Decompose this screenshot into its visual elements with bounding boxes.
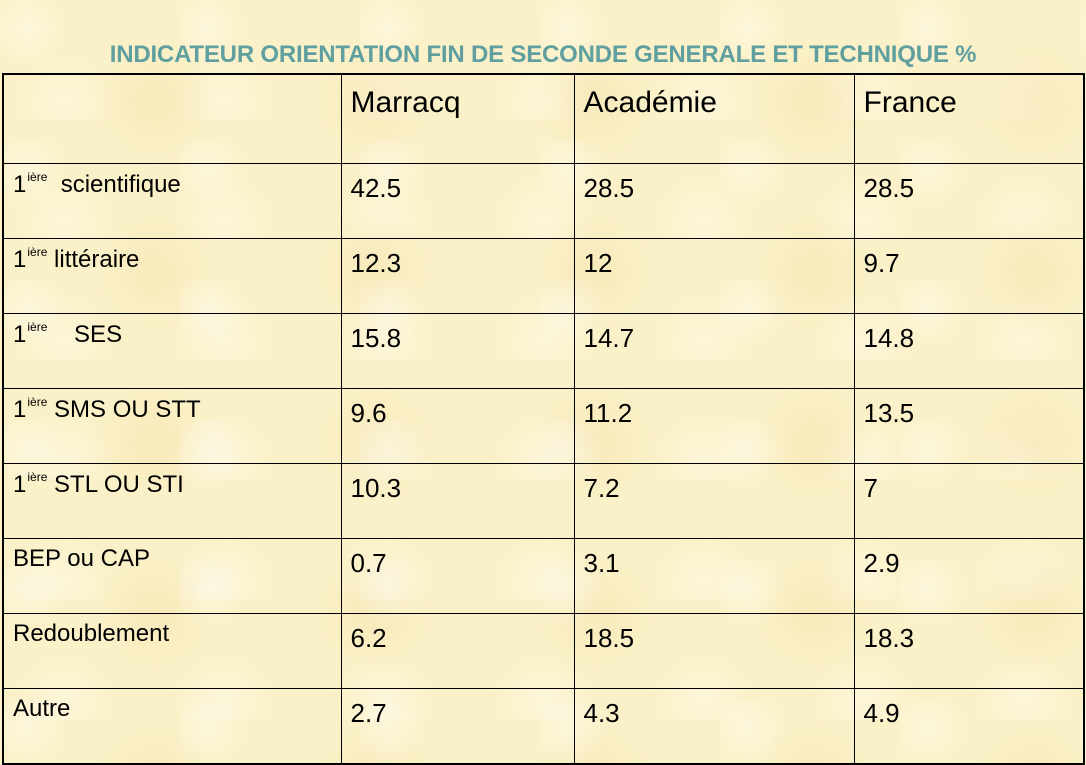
cell-france: 28.5	[853, 163, 1085, 239]
table-row: 1ière scientifique 42.5 28.5 28.5	[2, 163, 1085, 239]
cell-france: 13.5	[853, 388, 1085, 464]
table-row: 1ière littéraire 12.3 12 9.7	[2, 238, 1085, 314]
row-label: 1ière scientifique	[2, 163, 342, 239]
page-title: INDICATEUR ORIENTATION FIN DE SECONDE GE…	[109, 41, 977, 68]
table-header-row: Marracq Académie France	[2, 73, 1085, 164]
cell-marracq: 2.7	[340, 688, 575, 765]
cell-marracq: 42.5	[340, 163, 575, 239]
table-row: 1ière STL OU STI 10.3 7.2 7	[2, 463, 1085, 539]
column-header-empty	[2, 73, 342, 164]
column-header-france: France	[853, 73, 1085, 164]
row-label: Autre	[2, 688, 342, 765]
cell-marracq: 10.3	[340, 463, 575, 539]
cell-marracq: 6.2	[340, 613, 575, 689]
cell-marracq: 12.3	[340, 238, 575, 314]
row-label: 1ière STL OU STI	[2, 463, 342, 539]
table-row: 1ière SMS OU STT 9.6 11.2 13.5	[2, 388, 1085, 464]
cell-academie: 3.1	[573, 538, 855, 614]
row-label: Redoublement	[2, 613, 342, 689]
cell-academie: 4.3	[573, 688, 855, 765]
cell-france: 18.3	[853, 613, 1085, 689]
row-label: BEP ou CAP	[2, 538, 342, 614]
cell-academie: 11.2	[573, 388, 855, 464]
cell-marracq: 0.7	[340, 538, 575, 614]
column-header-marracq: Marracq	[340, 73, 575, 164]
cell-academie: 7.2	[573, 463, 855, 539]
table-row: 1ière SES 15.8 14.7 14.8	[2, 313, 1085, 389]
table-row: Autre 2.7 4.3 4.9	[2, 688, 1085, 765]
cell-france: 7	[853, 463, 1085, 539]
cell-france: 9.7	[853, 238, 1085, 314]
cell-france: 2.9	[853, 538, 1085, 614]
table-row: Redoublement 6.2 18.5 18.3	[2, 613, 1085, 689]
row-label: 1ière SES	[2, 313, 342, 389]
cell-academie: 18.5	[573, 613, 855, 689]
orientation-table: Marracq Académie France 1ière scientifiq…	[2, 73, 1085, 765]
row-label: 1ière SMS OU STT	[2, 388, 342, 464]
cell-academie: 14.7	[573, 313, 855, 389]
cell-academie: 12	[573, 238, 855, 314]
cell-marracq: 9.6	[340, 388, 575, 464]
column-header-academie: Académie	[573, 73, 855, 164]
cell-marracq: 15.8	[340, 313, 575, 389]
cell-france: 14.8	[853, 313, 1085, 389]
cell-academie: 28.5	[573, 163, 855, 239]
table-row: BEP ou CAP 0.7 3.1 2.9	[2, 538, 1085, 614]
row-label: 1ière littéraire	[2, 238, 342, 314]
cell-france: 4.9	[853, 688, 1085, 765]
